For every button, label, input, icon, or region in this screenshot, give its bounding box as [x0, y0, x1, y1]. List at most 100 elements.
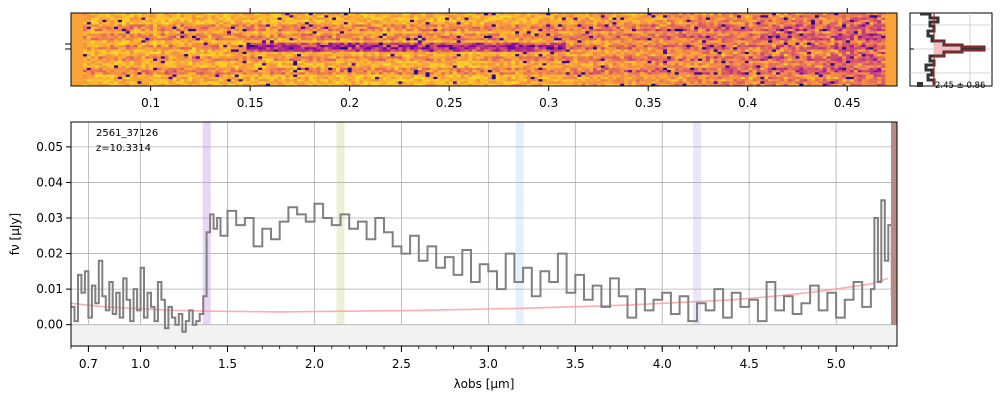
heatmap-cell — [301, 42, 306, 46]
heatmap-cell — [215, 58, 220, 62]
heatmap-cell — [873, 38, 878, 41]
heatmap-cell — [281, 35, 286, 39]
heatmap-cell — [628, 42, 633, 46]
heatmap-cell — [336, 22, 341, 25]
heatmap-cell — [141, 35, 146, 39]
heatmap-cell — [468, 51, 473, 55]
heatmap-cell — [717, 58, 722, 62]
heatmap-cell — [164, 26, 170, 30]
heatmap-cell — [795, 17, 800, 21]
heatmap-cell — [705, 47, 711, 50]
heatmap-cell — [542, 22, 547, 25]
heatmap-cell — [398, 35, 403, 39]
heatmap-cell — [339, 28, 345, 32]
heatmap-cell — [452, 38, 458, 41]
heatmap-cell — [281, 17, 286, 21]
heatmap-cell — [227, 26, 232, 30]
heatmap-cell — [382, 40, 388, 44]
heatmap-cell — [367, 13, 372, 16]
heatmap-cell — [729, 54, 734, 57]
heatmap-cell — [655, 28, 660, 32]
heatmap-cell — [445, 24, 450, 28]
heatmap-cell — [211, 56, 216, 60]
heatmap-cell — [569, 35, 574, 39]
heatmap-cell — [795, 31, 800, 34]
heatmap-cell — [842, 22, 847, 25]
heatmap-cell — [413, 28, 419, 32]
heatmap-cell — [118, 42, 123, 46]
heatmap-cell — [320, 44, 325, 48]
heatmap-cell — [705, 58, 711, 62]
heatmap-cell — [234, 24, 240, 28]
heatmap-cell — [799, 49, 804, 53]
heatmap-cell — [760, 44, 765, 48]
heatmap-cell — [635, 38, 641, 41]
heatmap-cell — [125, 60, 131, 64]
heatmap-cell — [795, 13, 800, 16]
heatmap-cell — [121, 65, 127, 69]
heatmap-cell — [624, 31, 629, 34]
heatmap-cell — [441, 47, 446, 50]
heatmap-cell — [756, 49, 761, 53]
heatmap-cell — [643, 35, 648, 39]
heatmap-cell — [795, 60, 800, 64]
heatmap-cell — [869, 65, 874, 69]
heatmap-cell — [869, 19, 874, 23]
heatmap-cell — [336, 49, 341, 53]
heatmap-cell — [811, 56, 816, 60]
heatmap-cell — [690, 22, 695, 25]
heatmap-cell — [702, 28, 707, 32]
heatmap-cell — [674, 17, 680, 21]
heatmap-cell — [172, 40, 177, 44]
heatmap-cell — [846, 47, 851, 50]
heatmap-cell — [869, 28, 874, 32]
heatmap-cell — [355, 65, 360, 69]
heatmap-cell — [125, 15, 131, 18]
heatmap-cell — [659, 65, 664, 69]
heatmap-cell — [304, 13, 310, 16]
heatmap-cell — [616, 44, 621, 48]
heatmap-cell — [814, 13, 820, 16]
heatmap-cell — [121, 58, 127, 62]
heatmap-cell — [378, 13, 384, 16]
heatmap-cell — [156, 65, 162, 69]
heatmap-cell — [289, 15, 294, 18]
heatmap-cell — [339, 65, 345, 69]
heatmap-cell — [371, 40, 376, 44]
heatmap-cell — [160, 58, 166, 62]
heatmap-cell — [168, 67, 173, 71]
heatmap-cell — [838, 47, 843, 50]
heatmap-cell — [285, 54, 290, 57]
heatmap-cell — [192, 22, 197, 25]
heatmap-cell — [382, 17, 388, 21]
heatmap-cell — [846, 42, 851, 46]
heatmap-cell — [717, 49, 722, 53]
heatmap-cell — [156, 15, 162, 18]
heatmap-cell — [546, 15, 551, 18]
heatmap-cell — [519, 17, 524, 21]
heatmap-cell — [421, 58, 426, 62]
heatmap-cell — [881, 24, 886, 28]
heatmap-cell — [472, 17, 477, 21]
heatmap-cell — [121, 31, 127, 34]
heatmap-cell — [312, 17, 317, 21]
heatmap-cell — [519, 31, 524, 34]
heatmap-cell — [402, 26, 407, 30]
heatmap-cell — [818, 15, 824, 18]
heatmap-cell — [371, 54, 376, 57]
heatmap-cell — [336, 54, 341, 57]
heatmap-cell — [554, 63, 559, 66]
heatmap-cell — [184, 24, 189, 28]
heatmap-cell — [386, 47, 391, 50]
heatmap-cell — [628, 60, 633, 64]
heatmap-cell — [511, 38, 516, 41]
heatmap-cell — [526, 44, 532, 48]
heatmap-cell — [530, 47, 536, 50]
heatmap-cell — [402, 35, 407, 39]
heatmap-cell — [223, 51, 228, 55]
heatmap-cell — [121, 17, 127, 21]
heatmap-cell — [164, 65, 170, 69]
heatmap-cell — [347, 15, 353, 18]
heatmap-cell — [857, 17, 863, 21]
heatmap-cell — [670, 28, 676, 32]
